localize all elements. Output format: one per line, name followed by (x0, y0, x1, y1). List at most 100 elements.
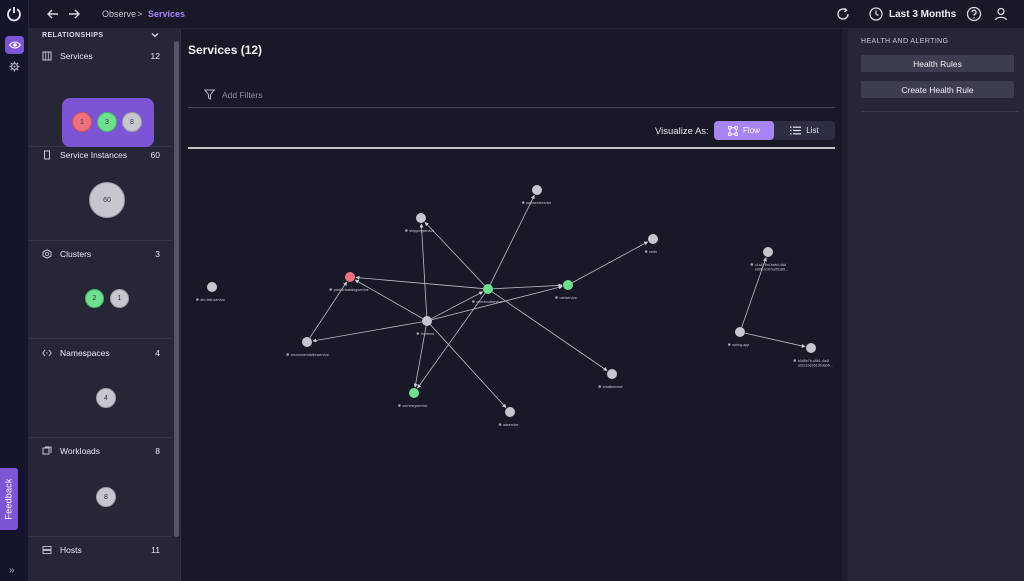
graph-node-paymentservice[interactable]: paymentservice (521, 185, 551, 205)
services-critical-bubble[interactable]: 1 (72, 112, 92, 132)
workloads-bubble[interactable]: 8 (96, 487, 116, 507)
graph-node-circle[interactable] (763, 247, 773, 257)
health-title: HEALTH AND ALERTING (861, 38, 949, 45)
graph-node-label: dm-test-service (200, 298, 225, 302)
graph-node-type-icon (521, 201, 525, 204)
service-flow-graph[interactable]: paymentservice shippingservice redis produc… (188, 151, 835, 581)
breadcrumb-separator: > (137, 9, 143, 19)
settings-nav-button[interactable] (5, 57, 24, 75)
relationship-clusters[interactable]: Clusters 3 2 1 (29, 247, 172, 339)
graph-node-checkoutservice[interactable]: checkoutservice (472, 284, 502, 304)
relationships-scrollbar[interactable] (174, 41, 179, 537)
refresh-icon[interactable] (835, 6, 851, 22)
health-rules-button[interactable]: Health Rules (861, 55, 1014, 72)
graph-node-circle[interactable] (532, 185, 542, 195)
graph-node-type-icon (416, 332, 420, 335)
graph-edge-frontend-checkoutservice (431, 291, 484, 320)
graph-node-cartservice[interactable]: cartservice (555, 280, 577, 300)
user-icon[interactable] (993, 6, 1009, 22)
graph-node-type-icon (329, 288, 333, 291)
graph-node-circle[interactable] (483, 284, 493, 294)
chevron-down-icon[interactable] (150, 30, 160, 40)
services-count: 12 (150, 51, 160, 61)
graph-edge-cartservice-redis (572, 241, 649, 283)
graph-node-circle[interactable] (563, 280, 573, 290)
filter-icon (204, 89, 215, 100)
graph-node-circle[interactable] (806, 343, 816, 353)
app-logo-icon[interactable] (6, 6, 22, 22)
list-view-button[interactable]: List (774, 121, 835, 140)
expand-rail-icon[interactable]: » (9, 565, 15, 576)
graph-node-label: shippingservice (409, 229, 434, 233)
health-alerting-panel: HEALTH AND ALERTING Health Rules Create … (842, 29, 1024, 581)
graph-node-label: frontend (421, 332, 434, 336)
graph-node-circle[interactable] (648, 234, 658, 244)
graph-node-circle[interactable] (207, 282, 217, 292)
graph-node-circle[interactable] (345, 272, 355, 282)
relationship-hosts[interactable]: Hosts 11 (29, 543, 172, 581)
feedback-tab[interactable]: Feedback (0, 468, 18, 530)
graph-node-type-icon (750, 263, 754, 266)
graph-node-redis[interactable]: redis (644, 234, 658, 254)
graph-node-recommendationservice[interactable]: recommendationservice (286, 337, 329, 357)
cluster-icon (42, 249, 52, 259)
back-arrow-icon[interactable] (46, 7, 60, 21)
graph-node-type-icon (644, 250, 648, 253)
flow-view-button[interactable]: Flow (714, 121, 774, 140)
graph-edge-recommendationservice-productcatalogservice (309, 281, 348, 339)
clusters-healthy-bubble[interactable]: 2 (85, 289, 104, 308)
relationship-service-instances[interactable]: Service Instances 60 60 (29, 148, 172, 241)
time-range-label: Last 3 Months (889, 8, 957, 20)
graph-node-circle[interactable] (505, 407, 515, 417)
help-icon[interactable] (966, 6, 982, 22)
graph-node-emailservice[interactable]: emailservice (598, 369, 623, 389)
host-icon (42, 546, 52, 554)
graph-node-label-line2: a22c1b07613bdab6... (798, 364, 833, 368)
graph-node-circle[interactable] (735, 327, 745, 337)
left-rail: Feedback » (0, 0, 29, 581)
graph-edge-spring-app-hash-top (741, 257, 767, 328)
relationship-services[interactable]: Services 12 1 3 8 (29, 49, 172, 147)
breadcrumb-observe[interactable]: Observe (102, 9, 137, 19)
graph-node-type-icon (196, 298, 199, 301)
time-range-picker[interactable]: Last 3 Months (869, 6, 956, 22)
services-status-summary[interactable]: 1 3 8 (62, 98, 154, 147)
graph-node-hash-top[interactable]: c1a47fbd-bab4-4dde096-b1b7e2f5185... (750, 247, 788, 272)
add-filters-input[interactable]: Add Filters (222, 89, 263, 100)
breadcrumb-services: Services (148, 9, 186, 19)
graph-node-label: currencyservice (402, 404, 427, 408)
clock-icon (869, 7, 883, 21)
graph-node-circle[interactable] (302, 337, 312, 347)
list-icon (790, 126, 802, 135)
graph-node-label: paymentservice (526, 201, 551, 205)
top-header: Observe > Services Last 3 Months (29, 0, 1024, 29)
observe-nav-button[interactable] (5, 36, 24, 54)
create-health-rule-button[interactable]: Create Health Rule (861, 81, 1014, 98)
filter-bar[interactable]: Add Filters (188, 82, 835, 108)
graph-node-circle[interactable] (422, 316, 432, 326)
forward-arrow-icon[interactable] (67, 7, 81, 21)
service-instances-bubble[interactable]: 60 (89, 182, 125, 218)
graph-node-type-icon (405, 229, 408, 232)
graph-node-circle[interactable] (416, 213, 426, 223)
services-unknown-bubble[interactable]: 8 (122, 112, 142, 132)
graph-node-frontend[interactable]: frontend (416, 316, 434, 336)
graph-node-label: productcatalogservice (334, 288, 369, 292)
clusters-unknown-bubble[interactable]: 1 (110, 289, 129, 308)
graph-node-shippingservice[interactable]: shippingservice (405, 213, 434, 233)
graph-node-circle[interactable] (607, 369, 617, 379)
services-healthy-bubble[interactable]: 3 (97, 112, 117, 132)
graph-node-dm-test-service[interactable]: dm-test-service (196, 282, 225, 302)
relationship-namespaces[interactable]: Namespaces 4 4 (29, 346, 172, 438)
graph-node-adservice[interactable]: adservice (498, 407, 519, 427)
graph-node-circle[interactable] (409, 388, 419, 398)
namespaces-bubble[interactable]: 4 (96, 388, 116, 408)
graph-node-spring-app[interactable]: spring-app (727, 327, 749, 347)
graph-node-productcatalogservice[interactable]: productcatalogservice (329, 272, 369, 292)
relationship-workloads[interactable]: Workloads 8 8 (29, 444, 172, 537)
relationships-panel: RELATIONSHIPS Services 12 1 3 8 (29, 29, 181, 581)
main-content: Services (12) Add Filters Visualize As: … (181, 29, 842, 581)
graph-edge-frontend-currencyservice (413, 325, 427, 388)
graph-node-currencyservice[interactable]: currencyservice (398, 388, 428, 408)
graph-node-hash-bottom[interactable]: b0d5b7b-c8b1-4a4fa22c1b07613bdab6... (793, 343, 833, 368)
